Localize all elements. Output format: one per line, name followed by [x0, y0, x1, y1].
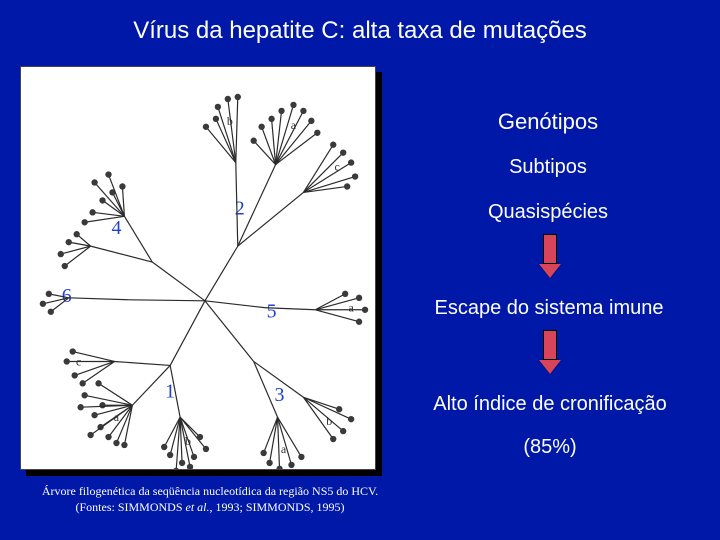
arrow-shaft: [543, 234, 557, 264]
arrow-escape-to-croni: [540, 330, 560, 374]
phylo-tree-figure: 1abc2abc3ab45a6: [20, 66, 376, 470]
caption-line2-post: , 1993; SIMMONDS, 1995): [210, 500, 345, 514]
phylo-tree-svg: 1abc2abc3ab45a6: [21, 67, 375, 469]
box-genotipos-text: Genótipos: [498, 109, 598, 135]
box-subtipos-text: Subtipos: [509, 156, 587, 179]
arrow-head-icon: [539, 360, 561, 374]
box-genotipos: Genótipos: [428, 104, 668, 140]
box-quasispecies-text: Quasispécies: [488, 201, 608, 224]
svg-text:3: 3: [275, 384, 285, 406]
box-escape-text: Escape do sistema imune: [434, 297, 663, 320]
arrow-quasi-to-escape: [540, 234, 560, 278]
caption-line2-pre: (Fontes: SIMMONDS: [75, 500, 185, 514]
box-quasispecies: Quasispécies: [428, 194, 668, 230]
box-cronificacao: Alto índice de cronificação: [394, 386, 706, 422]
box-percent: (85%): [500, 430, 600, 464]
title-bar: Vírus da hepatite C: alta taxa de mutaçõ…: [64, 10, 656, 52]
caption-line1: Árvore filogenética da seqüência nucleot…: [42, 484, 378, 498]
caption-line2-ital: et al.: [186, 500, 210, 514]
arrow-head-icon: [539, 264, 561, 278]
svg-text:a: a: [348, 301, 354, 315]
figure-caption: Árvore filogenética da seqüência nucleot…: [20, 484, 400, 515]
box-subtipos: Subtipos: [428, 150, 668, 184]
svg-text:6: 6: [62, 285, 72, 307]
box-cronificacao-text: Alto índice de cronificação: [433, 393, 666, 416]
arrow-shaft: [543, 330, 557, 360]
box-percent-text: (85%): [523, 436, 576, 459]
svg-text:4: 4: [111, 217, 121, 239]
title-text: Vírus da hepatite C: alta taxa de mutaçõ…: [133, 17, 587, 45]
svg-text:5: 5: [267, 301, 277, 323]
box-escape: Escape do sistema imune: [394, 290, 704, 326]
